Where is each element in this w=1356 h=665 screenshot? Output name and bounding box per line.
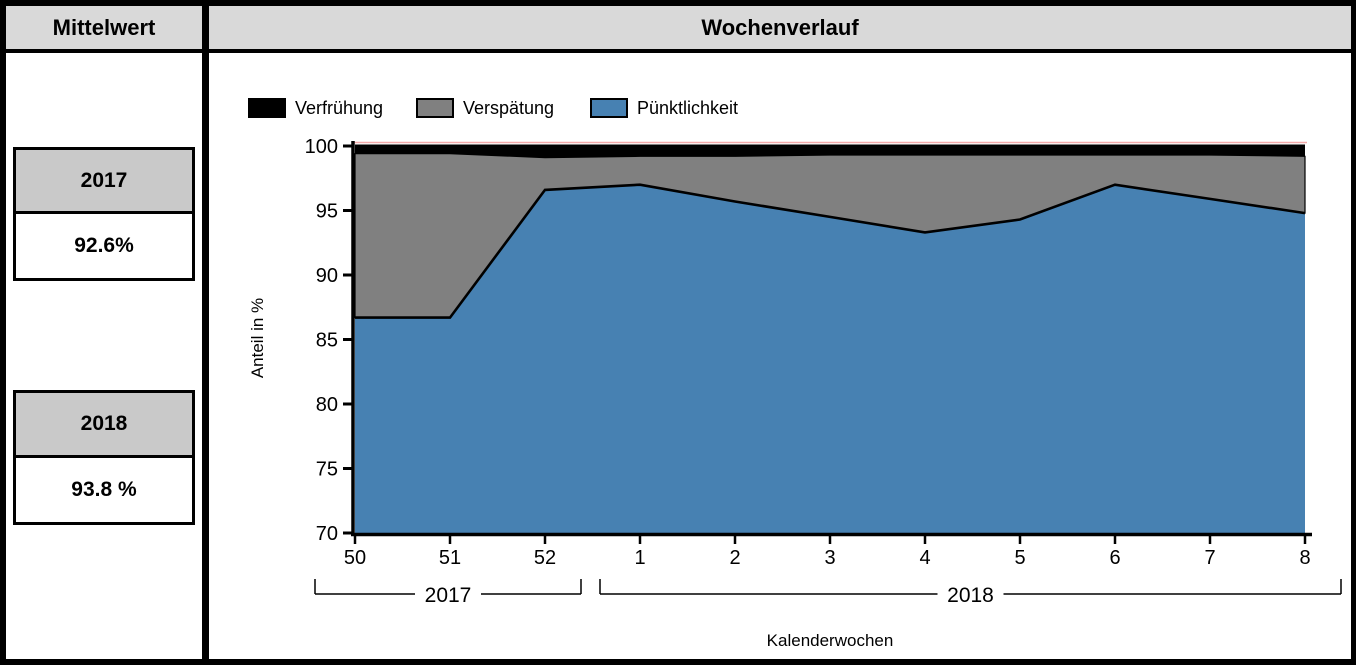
y-tick-label: 85	[316, 330, 338, 352]
verfruehung-swatch	[248, 98, 286, 118]
mean-value-2017: 92.6%	[74, 234, 134, 257]
mean-value-2018: 93.8 %	[71, 478, 137, 501]
y-tick-label: 95	[316, 201, 338, 223]
chart-legend: Verfrühung Verspätung Pünktlichkeit	[209, 95, 1351, 121]
value-box-2017: 92.6%	[13, 211, 195, 281]
x-tick-label: 2	[729, 547, 740, 569]
x-tick-label: 4	[919, 547, 930, 569]
x-tick-label: 3	[824, 547, 835, 569]
mittelwert-title: Mittelwert	[52, 14, 156, 40]
y-axis: 70 75 80 85 90 95 100	[305, 136, 355, 545]
wochenverlauf-panel: Wochenverlauf Verfrühung Verspätung Pünk…	[209, 6, 1351, 659]
y-tick-label: 90	[316, 265, 338, 287]
y-tick-label: 75	[316, 459, 338, 481]
value-box-2018: 93.8 %	[13, 455, 195, 525]
verfruehung-label: Verfrühung	[295, 97, 384, 118]
x-tick-label: 51	[439, 547, 461, 569]
y-axis-title: Anteil in %	[248, 298, 267, 378]
legend-item-verfruehung: Verfrühung	[248, 95, 383, 121]
legend-item-verspaetung: Verspätung	[416, 95, 554, 121]
year-bracket-2017: 2017	[314, 579, 582, 607]
year-box-2018: 2018	[13, 390, 195, 458]
chart-area: Verfrühung Verspätung Pünktlichkeit 70 75…	[209, 53, 1351, 655]
y-tick-label: 70	[316, 523, 338, 545]
puenktlichkeit-label: Pünktlichkeit	[637, 97, 739, 118]
x-tick-label: 1	[634, 547, 645, 569]
x-tick-label: 8	[1299, 547, 1310, 569]
x-tick-label: 6	[1109, 547, 1120, 569]
puenktlichkeit-swatch	[590, 98, 628, 118]
year-label-2018: 2018	[80, 412, 128, 435]
punctuality-boundary-line	[355, 183, 1306, 319]
year-box-2017: 2017	[13, 147, 195, 214]
punctuality-area	[355, 184, 1305, 533]
verspaetung-swatch	[416, 98, 454, 118]
year-bracket-label: 2017	[425, 584, 472, 607]
year-brackets: 2017 2018	[314, 579, 1342, 607]
wochenverlauf-chart: 70 75 80 85 90 95 100 50 51 52 1 2 3 4 5 6 7 8 2017 2018 Kal…	[248, 136, 1342, 650]
wochenverlauf-header: Wochenverlauf	[209, 6, 1351, 53]
x-axis-title: Kalenderwochen	[767, 631, 894, 650]
year-bracket-2018: 2018	[599, 579, 1342, 607]
chart-title: Wochenverlauf	[701, 14, 859, 40]
verspaetung-label: Verspätung	[463, 97, 555, 118]
year-label-2017: 2017	[80, 168, 128, 192]
mittelwert-panel: Mittelwert 2017 92.6% 2018 93.8 %	[6, 6, 202, 659]
x-tick-label: 5	[1014, 547, 1025, 569]
x-tick-label: 50	[344, 547, 366, 569]
x-tick-label: 52	[534, 547, 556, 569]
mittelwert-header: Mittelwert	[6, 6, 202, 53]
x-tick-label: 7	[1204, 547, 1215, 569]
legend-item-puenktlichkeit: Pünktlichkeit	[590, 95, 738, 121]
y-tick-label: 100	[305, 136, 338, 158]
year-bracket-label: 2018	[947, 584, 994, 607]
x-axis: 50 51 52 1 2 3 4 5 6 7 8	[344, 532, 1312, 569]
y-tick-label: 80	[316, 394, 338, 416]
